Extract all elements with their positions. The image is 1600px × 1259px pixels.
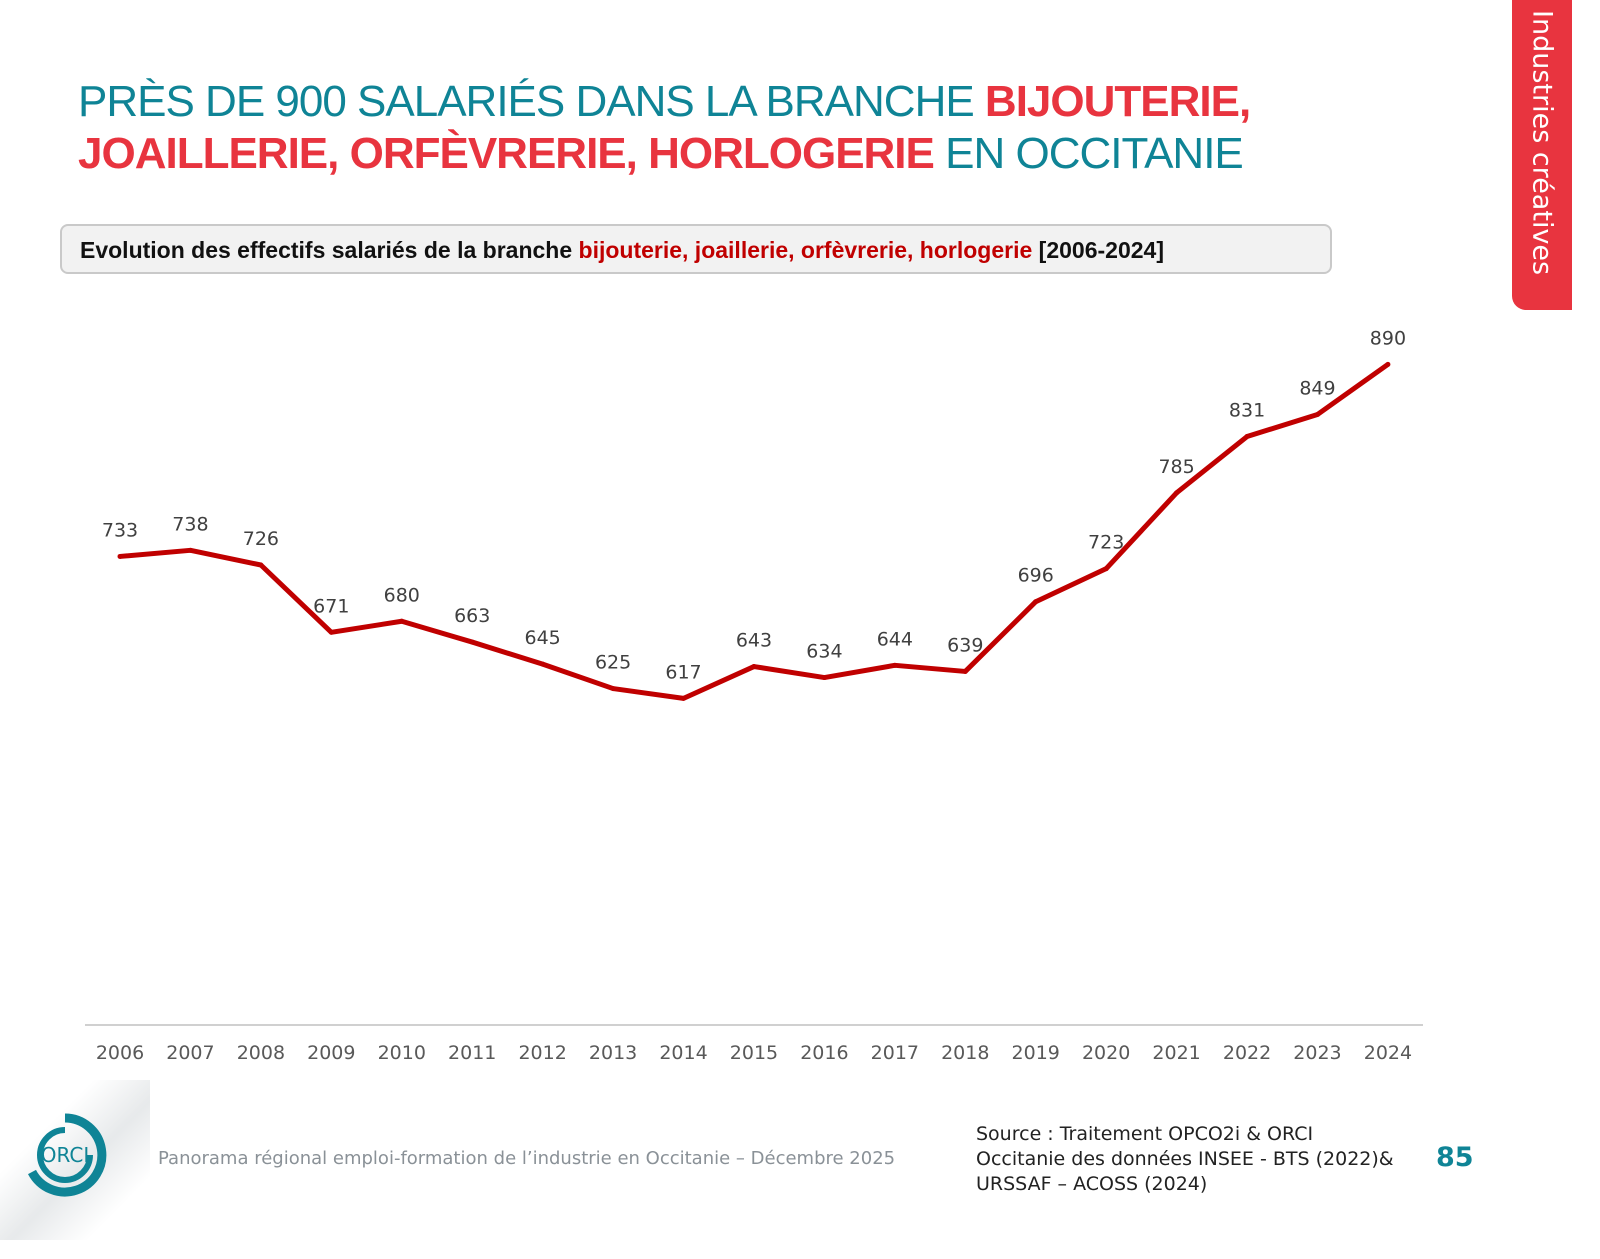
source-line: URSSAF – ACOSS (2024) xyxy=(976,1173,1208,1195)
data-label: 849 xyxy=(1299,378,1335,400)
section-tab: Industries créatives xyxy=(1512,0,1572,310)
data-point xyxy=(1314,412,1320,418)
data-point xyxy=(1103,566,1109,572)
data-point xyxy=(117,553,123,559)
x-tick-label: 2009 xyxy=(307,1042,355,1064)
data-label: 680 xyxy=(384,584,420,606)
data-point xyxy=(399,618,405,624)
x-tick-label: 2007 xyxy=(166,1042,214,1064)
logo-shadow xyxy=(0,1080,150,1240)
title-highlight: JOAILLERIE, ORFÈVRERIE, HORLOGERIE xyxy=(78,129,935,178)
data-point xyxy=(187,547,193,553)
data-point xyxy=(962,668,968,674)
page-title: PRÈS DE 900 SALARIÉS DANS LA BRANCHE BIJ… xyxy=(78,76,1251,180)
section-tab-label: Industries créatives xyxy=(1526,10,1558,276)
data-label: 696 xyxy=(1018,565,1054,587)
data-label: 634 xyxy=(806,641,842,663)
x-tick-label: 2016 xyxy=(800,1042,848,1064)
data-point xyxy=(469,639,475,645)
x-tick-label: 2022 xyxy=(1223,1042,1271,1064)
data-label: 831 xyxy=(1229,400,1265,422)
data-point xyxy=(1033,599,1039,605)
x-tick-label: 2011 xyxy=(448,1042,496,1064)
x-tick-label: 2008 xyxy=(237,1042,285,1064)
orci-logo: ORCI xyxy=(28,1113,107,1197)
chart-title-period: [2006-2024] xyxy=(1032,237,1164,263)
data-point xyxy=(1244,434,1250,440)
x-tick-label: 2020 xyxy=(1082,1042,1130,1064)
title-highlight: BIJOUTERIE, xyxy=(984,77,1251,126)
chart-title-box: Evolution des effectifs salariés de la b… xyxy=(60,224,1332,274)
data-point xyxy=(751,664,757,670)
page-number: 85 xyxy=(1436,1142,1474,1173)
data-label: 671 xyxy=(313,595,349,617)
data-label: 738 xyxy=(172,513,208,535)
x-tick-label: 2010 xyxy=(378,1042,426,1064)
data-label: 663 xyxy=(454,605,490,627)
data-label: 617 xyxy=(665,661,701,683)
data-label: 723 xyxy=(1088,532,1124,554)
data-point xyxy=(328,629,334,635)
data-label: 645 xyxy=(525,627,561,649)
data-label: 733 xyxy=(102,519,138,541)
logo-text: ORCI xyxy=(41,1143,90,1167)
footer-panorama: Panorama régional emploi-formation de l’… xyxy=(158,1148,896,1169)
x-tick-label: 2015 xyxy=(730,1042,778,1064)
title-text: PRÈS DE 900 SALARIÉS DANS LA BRANCHE xyxy=(78,77,985,126)
x-tick-label: 2014 xyxy=(659,1042,707,1064)
data-point xyxy=(1385,361,1391,367)
data-label: 890 xyxy=(1370,327,1406,349)
source-note: Source : Traitement OPCO2i & ORCI Occita… xyxy=(976,1122,1416,1197)
chart-title-text: Evolution des effectifs salariés de la b… xyxy=(80,237,579,263)
data-point xyxy=(821,675,827,681)
data-point xyxy=(681,695,687,701)
chart-title: Evolution des effectifs salariés de la b… xyxy=(80,237,1164,264)
x-tick-label: 2017 xyxy=(871,1042,919,1064)
data-label: 643 xyxy=(736,630,772,652)
x-tick-label: 2006 xyxy=(96,1042,144,1064)
chart-title-highlight: bijouterie, joaillerie, orfèvrerie, horl… xyxy=(578,237,1033,263)
data-point xyxy=(258,562,264,568)
data-label: 625 xyxy=(595,652,631,674)
data-label: 644 xyxy=(877,628,913,650)
x-tick-label: 2019 xyxy=(1012,1042,1060,1064)
data-point xyxy=(610,686,616,692)
x-tick-label: 2018 xyxy=(941,1042,989,1064)
x-tick-label: 2021 xyxy=(1152,1042,1200,1064)
title-line-2: JOAILLERIE, ORFÈVRERIE, HORLOGERIE EN OC… xyxy=(78,128,1250,180)
x-tick-label: 2012 xyxy=(518,1042,566,1064)
data-label: 785 xyxy=(1158,456,1194,478)
title-line-1: PRÈS DE 900 SALARIÉS DANS LA BRANCHE BIJ… xyxy=(78,76,1251,128)
line-chart: 733 2006 738 2007 726 2008 671 2009 680 2010 663 20… xyxy=(85,327,1423,1064)
source-line: Source : Traitement OPCO2i & ORCI xyxy=(976,1123,1314,1145)
x-tick-label: 2013 xyxy=(589,1042,637,1064)
x-tick-label: 2023 xyxy=(1293,1042,1341,1064)
data-point xyxy=(892,662,898,668)
x-tick-label: 2024 xyxy=(1364,1042,1412,1064)
data-label: 639 xyxy=(947,634,983,656)
data-point xyxy=(540,661,546,667)
data-point xyxy=(1174,490,1180,496)
source-line: Occitanie des données INSEE - BTS (2022)… xyxy=(976,1148,1394,1170)
data-label: 726 xyxy=(243,528,279,550)
title-text: EN OCCITANIE xyxy=(933,129,1244,178)
